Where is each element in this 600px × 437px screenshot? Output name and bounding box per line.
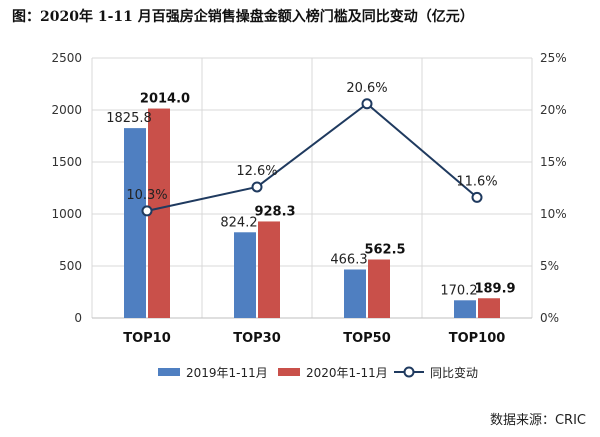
bar-2020-label: 928.3 <box>254 204 295 219</box>
source-note: 数据来源：CRIC <box>489 413 586 428</box>
bar-2019-label: 466.3 <box>330 253 367 268</box>
bar-2019 <box>124 128 146 318</box>
y2-tick-label: 5% <box>540 259 559 273</box>
bar-2019-label: 824.2 <box>220 215 257 230</box>
bar-2019 <box>234 232 256 318</box>
y2-tick-label: 10% <box>540 207 567 221</box>
bar-2020 <box>478 298 500 318</box>
bar-2019-label: 170.2 <box>440 283 477 298</box>
bar-2019-label: 1825.8 <box>106 111 152 126</box>
line-yoy-label: 11.6% <box>456 174 497 189</box>
line-yoy-point <box>251 181 263 193</box>
y-tick-label: 2500 <box>51 51 82 65</box>
bar-2019 <box>454 300 476 318</box>
line-yoy-label: 10.3% <box>126 188 167 203</box>
y-tick-label: 1500 <box>51 155 82 169</box>
x-tick-label: TOP30 <box>233 331 281 346</box>
y2-tick-label: 15% <box>540 155 567 169</box>
y2-tick-label: 0% <box>540 311 559 325</box>
legend-marker-yoy <box>403 366 415 378</box>
bar-2019 <box>344 269 366 318</box>
line-yoy-label: 20.6% <box>346 81 387 96</box>
chart-title: 图：2020年 1-11 月百强房企销售操盘金额入榜门槛及同比变动（亿元） <box>12 9 474 25</box>
bar-2020-label: 2014.0 <box>140 92 190 107</box>
line-yoy <box>146 102 478 212</box>
legend-swatch-2019 <box>158 368 180 376</box>
line-yoy-point <box>361 98 373 110</box>
y-tick-label: 1000 <box>51 207 82 221</box>
legend-label-2020: 2020年1-11月 <box>306 366 388 380</box>
legend-label-yoy: 同比变动 <box>430 365 478 380</box>
bar-2020 <box>368 259 390 318</box>
x-tick-label: TOP50 <box>343 331 391 346</box>
bar-2020-label: 189.9 <box>474 281 515 296</box>
x-tick-label: TOP10 <box>123 331 171 346</box>
y-tick-label: 500 <box>59 259 82 273</box>
x-tick-label: TOP100 <box>449 331 506 346</box>
bar-2020-label: 562.5 <box>364 243 405 258</box>
line-yoy-label: 12.6% <box>236 164 277 179</box>
y-tick-label: 0 <box>74 311 82 325</box>
y2-tick-label: 25% <box>540 51 567 65</box>
bar-2020 <box>258 221 280 318</box>
legend-label-2019: 2019年1-11月 <box>186 366 268 380</box>
bar-2020 <box>148 108 170 318</box>
legend-swatch-2020 <box>278 368 300 376</box>
line-yoy-point <box>141 205 153 217</box>
y-tick-label: 2000 <box>51 103 82 117</box>
line-yoy-point <box>471 191 483 203</box>
y2-tick-label: 20% <box>540 103 567 117</box>
